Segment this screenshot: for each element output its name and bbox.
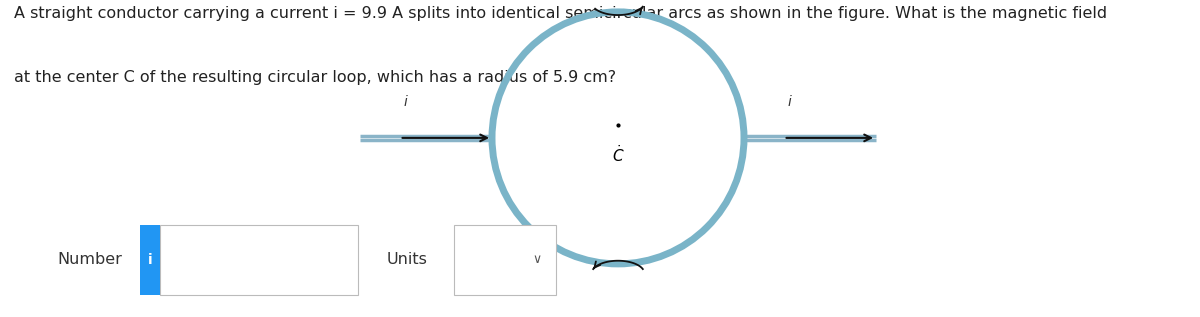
Text: $i$: $i$	[403, 94, 409, 109]
Text: Number: Number	[58, 252, 122, 268]
FancyBboxPatch shape	[140, 225, 160, 295]
Text: Units: Units	[386, 252, 427, 268]
Text: i: i	[148, 253, 152, 267]
Text: ∨: ∨	[533, 253, 542, 267]
Text: A straight conductor carrying a current i = 9.9 A splits into identical semicirc: A straight conductor carrying a current …	[14, 6, 1108, 21]
Text: at the center C of the resulting circular loop, which has a radius of 5.9 cm?: at the center C of the resulting circula…	[14, 70, 617, 85]
Text: $i$: $i$	[787, 94, 793, 109]
Text: $\dot{C}$: $\dot{C}$	[612, 144, 624, 165]
FancyBboxPatch shape	[454, 225, 556, 295]
FancyBboxPatch shape	[160, 225, 358, 295]
